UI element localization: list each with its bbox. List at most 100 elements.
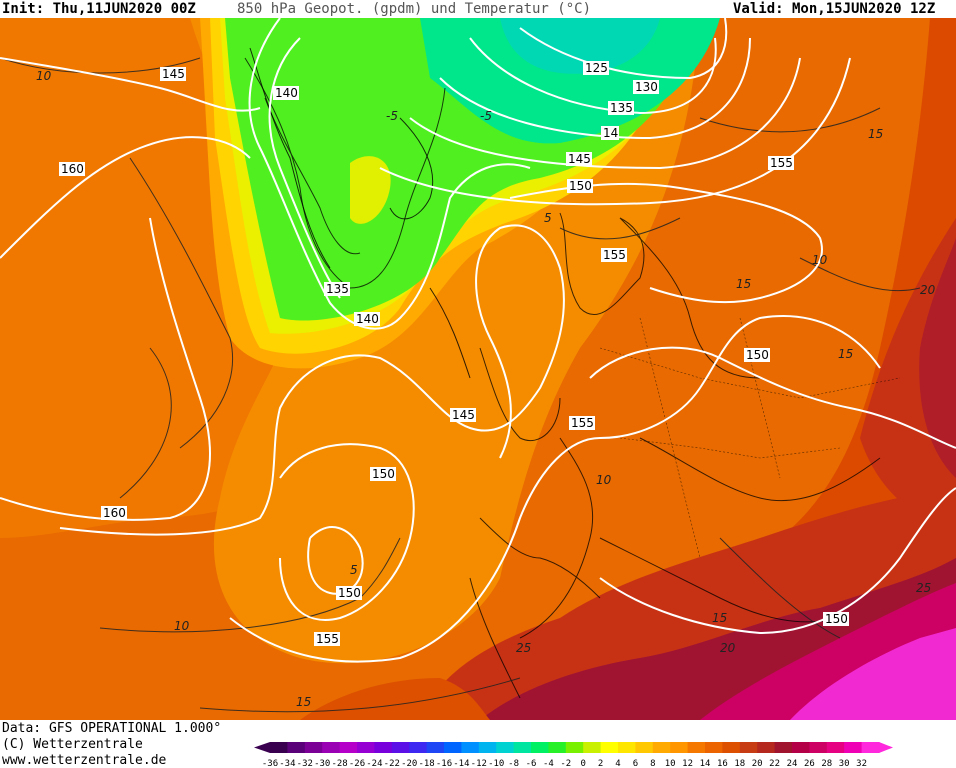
svg-text:145: 145: [162, 67, 185, 81]
scale-tick-label: -24: [366, 759, 382, 768]
svg-text:145: 145: [568, 152, 591, 166]
temp-label: 15: [296, 695, 311, 709]
geopot-label: 155: [768, 156, 794, 170]
scale-swatch: [322, 742, 341, 753]
scale-swatch: [652, 742, 671, 753]
scale-tick-label: -4: [543, 759, 554, 768]
geopot-label: 145: [450, 408, 476, 422]
geopot-label: 140: [354, 312, 380, 326]
scale-tick-label: 26: [804, 759, 815, 768]
svg-text:145: 145: [452, 408, 475, 422]
geopot-label: 145: [566, 152, 592, 166]
scale-tick-label: 22: [769, 759, 780, 768]
scale-tick-label: -22: [384, 759, 400, 768]
svg-text:130: 130: [635, 80, 658, 94]
svg-text:150: 150: [569, 179, 592, 193]
scale-tick-label: 8: [650, 759, 655, 768]
scale-tick-label: 10: [665, 759, 676, 768]
svg-text:14: 14: [603, 126, 618, 140]
scale-swatch: [304, 742, 323, 753]
scale-tick-label: 20: [752, 759, 763, 768]
scale-tick-label: -36: [262, 759, 278, 768]
svg-text:135: 135: [610, 101, 633, 115]
geopot-label: 14: [601, 126, 619, 140]
temp-label: 10: [596, 473, 612, 487]
geopot-label: 155: [601, 248, 627, 262]
temp-label: 15: [736, 277, 751, 291]
scale-swatch: [461, 742, 480, 753]
geopot-label: 145: [160, 67, 186, 81]
temp-label: 25: [516, 641, 531, 655]
geopot-label: 135: [608, 101, 634, 115]
temp-label: 20: [720, 641, 736, 655]
scale-tick-label: -12: [471, 759, 487, 768]
temp-label: 10: [174, 619, 190, 633]
scale-tick-label: -8: [508, 759, 519, 768]
scale-swatch: [548, 742, 567, 753]
scale-tick-label: -34: [279, 759, 295, 768]
temperature-color-scale: -36 -34 -32 -30 -28 -26 -24 -22 -20 -18 -16 -14 -12-…: [254, 742, 893, 768]
scale-swatch: [757, 742, 776, 753]
svg-text:150: 150: [746, 348, 769, 362]
scale-tick-label: 14: [700, 759, 711, 768]
website: www.wetterzentrale.de: [2, 753, 167, 768]
svg-text:160: 160: [103, 506, 126, 520]
scale-swatch: [513, 742, 532, 753]
scale-tick-label: -18: [418, 759, 434, 768]
geopot-label: 160: [59, 162, 85, 176]
temp-label: 20: [920, 283, 936, 297]
scale-swatch: [635, 742, 654, 753]
scale-tick-label: 18: [734, 759, 745, 768]
temp-label: 15: [868, 127, 883, 141]
svg-text:135: 135: [326, 282, 349, 296]
scale-tick-label: -14: [453, 759, 469, 768]
scale-swatch: [496, 742, 515, 753]
scale-tick-label: 30: [839, 759, 850, 768]
scale-swatch: [339, 742, 358, 753]
data-source: Data: GFS OPERATIONAL 1.000°: [2, 721, 222, 736]
scale-swatch: [844, 742, 863, 753]
temp-label: 10: [36, 69, 52, 83]
svg-text:155: 155: [603, 248, 626, 262]
scale-swatch: [391, 742, 410, 753]
svg-text:155: 155: [770, 156, 793, 170]
geopot-label: 160: [101, 506, 127, 520]
scale-arrow-right: [879, 742, 893, 753]
copyright: (C) Wetterzentrale: [2, 737, 143, 752]
scale-tick-label: -28: [331, 759, 347, 768]
svg-text:125: 125: [585, 61, 608, 75]
scale-tick-label: 28: [821, 759, 832, 768]
scale-tick-label: 4: [615, 759, 620, 768]
scale-swatch: [792, 742, 810, 753]
svg-text:160: 160: [61, 162, 84, 176]
scale-tick-label: 16: [717, 759, 728, 768]
svg-text:155: 155: [316, 632, 339, 646]
scale-swatch: [774, 742, 793, 753]
geopot-label: 150: [370, 467, 396, 481]
scale-tick-label: -2: [560, 759, 571, 768]
scale-tick-label: -16: [436, 759, 452, 768]
scale-swatch: [444, 742, 462, 753]
scale-swatch: [583, 742, 602, 753]
scale-tick-label: 0: [580, 759, 585, 768]
scale-tick-label: -26: [349, 759, 365, 768]
scale-tick-label: 2: [598, 759, 603, 768]
temp-label: -5: [386, 109, 398, 123]
scale-tick-label: -20: [401, 759, 417, 768]
geopot-label: 140: [273, 86, 299, 100]
geopot-label: 155: [314, 632, 340, 646]
geopot-label: 150: [336, 586, 362, 600]
scale-swatch: [374, 742, 393, 753]
temp-label: 10: [812, 253, 828, 267]
init-time: Init: Thu,11JUN2020 00Z: [2, 1, 196, 17]
valid-time: Valid: Mon,15JUN2020 12Z: [733, 1, 936, 17]
scale-swatch: [705, 742, 723, 753]
scale-arrow-left: [254, 742, 270, 753]
scale-tick-label: -30: [314, 759, 330, 768]
scale-tick-label: -32: [297, 759, 313, 768]
scale-swatch: [739, 742, 758, 753]
scale-tick-label: 24: [787, 759, 798, 768]
temp-label: -5: [480, 109, 492, 123]
scale-swatch: [409, 742, 428, 753]
scale-tick-label: 12: [682, 759, 693, 768]
